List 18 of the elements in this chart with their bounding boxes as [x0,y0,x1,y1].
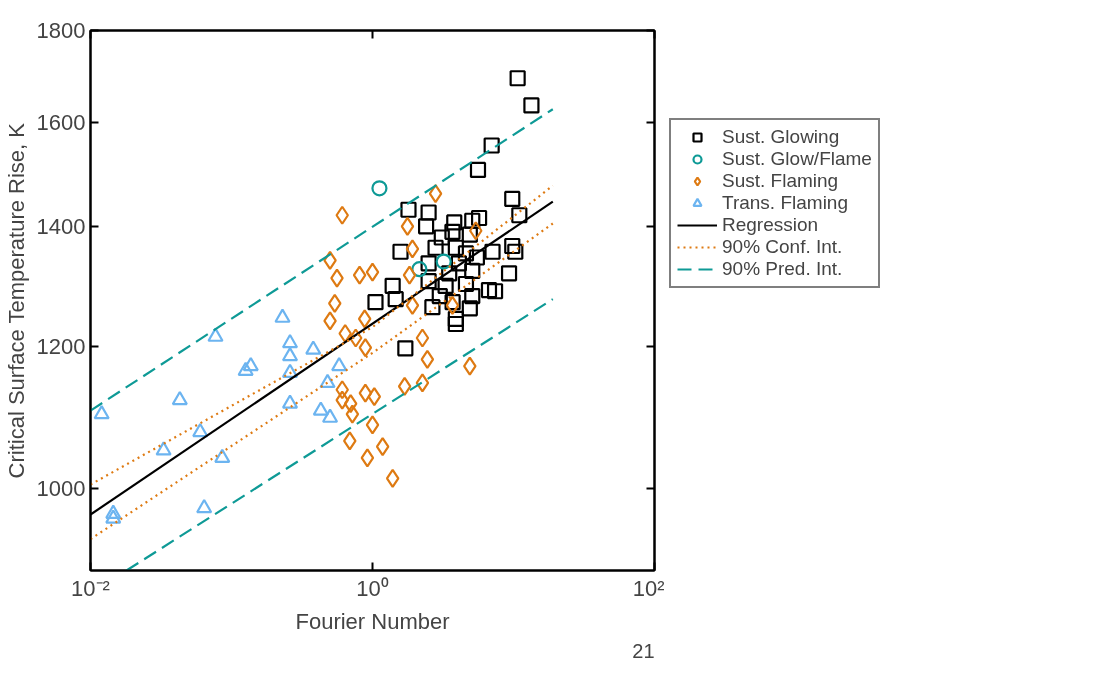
x-tick-label: 10⁰ [356,575,389,601]
legend-label: 90% Pred. Int. [722,258,843,280]
y-tick-label: 1200 [36,333,86,359]
y-axis-title: Critical Surface Temperature Rise, K [3,122,29,479]
x-tick-label: 10² [632,575,665,601]
legend-label: 90% Conf. Int. [722,236,843,258]
y-tick-label: 1800 [36,18,86,43]
y-tick-label: 1600 [36,109,86,135]
x-tick-label: 10⁻² [71,575,110,601]
x-axis-title: Fourier Number [295,608,450,634]
text: 21 [632,639,655,662]
y-tick-label: 1000 [36,475,86,501]
y-tick-label: 1400 [36,213,86,239]
legend-label: Sust. Glowing [722,126,840,148]
legend-label: Sust. Glow/Flame [722,148,872,170]
legend-label: Trans. Flaming [722,192,848,214]
legend-label: Regression [722,214,819,236]
legend-label: Sust. Flaming [722,170,839,192]
